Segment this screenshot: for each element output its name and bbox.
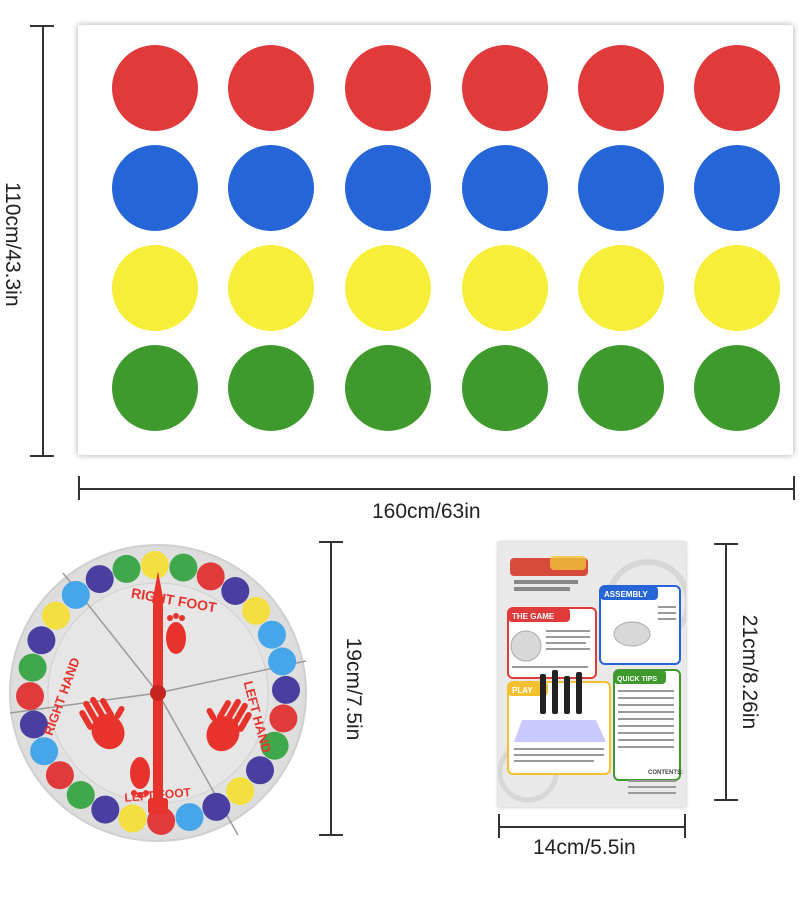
manual-width-line xyxy=(498,826,686,828)
spinner-rim-dot xyxy=(61,580,90,609)
spinner-rim-dot xyxy=(257,620,286,649)
spinner-arrow[interactable] xyxy=(148,571,168,814)
section-contents: CONTENTS: xyxy=(648,770,683,776)
mat-dot xyxy=(578,145,664,231)
mat-dot xyxy=(694,145,780,231)
spinner-rim-dot xyxy=(175,803,204,832)
spinner-rim-dot xyxy=(85,565,114,594)
manual-height-tick-bottom xyxy=(714,799,738,801)
spinner-size-label: 19cm/7.5in xyxy=(342,637,365,741)
mat-dot xyxy=(228,345,314,431)
mat-dot xyxy=(345,345,431,431)
spinner-rim-dot xyxy=(260,731,289,760)
spinner-rim-dot xyxy=(268,647,297,676)
spinner-height-tick-bottom xyxy=(319,834,343,836)
mat-dot xyxy=(462,45,548,131)
spinner-rim-dot xyxy=(19,710,48,739)
spinner-rim-dot xyxy=(66,781,95,809)
right-hand-icon xyxy=(79,696,125,750)
spinner-rim-dot xyxy=(169,553,198,582)
mat-width-line xyxy=(78,488,795,490)
spinner-rim-dot xyxy=(91,795,120,824)
manual-width-tick-left xyxy=(498,814,500,838)
left-foot-icon xyxy=(130,757,150,798)
mat-dot xyxy=(228,45,314,131)
mat-width-tick-right xyxy=(793,476,795,500)
spinner-rim-dot xyxy=(45,761,74,790)
mat-dot xyxy=(578,245,664,331)
mat-height-line xyxy=(42,25,44,457)
game-logo xyxy=(510,556,588,591)
spinner-rim-dot xyxy=(16,682,44,711)
left-hand-icon xyxy=(206,698,252,752)
spinner-rim-dot xyxy=(202,792,231,821)
mat-dot xyxy=(112,245,198,331)
spinner-rim-dot xyxy=(140,551,169,579)
spinner-rim-dot xyxy=(226,777,255,806)
mat-height-label: 110cm/43.3in xyxy=(1,182,24,307)
spinner-board: RIGHT FOOT LEFT HAND RIGHT HAND LEFT FOO… xyxy=(8,543,308,843)
section-quick-tips: QUICK TIPS xyxy=(617,676,657,683)
mat-dot xyxy=(345,145,431,231)
mat-dot xyxy=(228,245,314,331)
manual-height-label: 21cm/8.26in xyxy=(738,614,761,730)
spinner-rim-dot xyxy=(221,577,250,605)
spinner-rim-dot xyxy=(30,737,59,766)
mat-dot xyxy=(462,245,548,331)
spinner-rim-dot xyxy=(242,596,271,625)
mat-dot xyxy=(345,45,431,131)
manual-height-tick-top xyxy=(714,543,738,545)
section-play: PLAY xyxy=(512,686,533,695)
mat-dot xyxy=(112,145,198,231)
spinner-rim-dot xyxy=(42,601,70,630)
manual-height-line xyxy=(725,543,727,801)
instruction-manual: THE GAME ASSEMBLY PLAY QUICK TIPS xyxy=(498,542,686,807)
spinner-graphic: RIGHT FOOT LEFT HAND RIGHT HAND LEFT FOO… xyxy=(9,544,307,842)
manual-width-tick-right xyxy=(684,814,686,838)
right-foot-icon xyxy=(166,613,186,654)
mat-dot xyxy=(112,45,198,131)
mat-width-label: 160cm/63in xyxy=(372,500,481,523)
section-assembly: ASSEMBLY xyxy=(604,590,648,599)
section-game: THE GAME xyxy=(512,612,555,621)
mat-dot xyxy=(694,245,780,331)
spinner-rim-dot xyxy=(246,756,274,785)
mat-dot xyxy=(462,345,548,431)
spinner-height-line xyxy=(330,541,332,836)
mat-dot xyxy=(345,245,431,331)
spinner-rim-dot xyxy=(112,554,141,583)
mat-height-tick-bottom xyxy=(30,455,54,457)
mat-dot xyxy=(228,145,314,231)
spinner-height-tick-top xyxy=(319,541,343,543)
mat-dot xyxy=(578,45,664,131)
spinner-rim-dot xyxy=(196,562,225,591)
mat-dot xyxy=(694,45,780,131)
mat-dot xyxy=(694,345,780,431)
mat-dot xyxy=(112,345,198,431)
spinner-rim-dot xyxy=(18,653,47,682)
spinner-rim-dot xyxy=(272,675,300,704)
mat-height-tick-top xyxy=(30,25,54,27)
manual-graphic: THE GAME ASSEMBLY PLAY QUICK TIPS xyxy=(498,542,686,807)
manual-width-label: 14cm/5.5in xyxy=(533,836,636,859)
mat-width-tick-left xyxy=(78,476,80,500)
play-mat xyxy=(78,25,793,455)
spinner-rim-dot xyxy=(118,804,147,833)
mat-dot xyxy=(462,145,548,231)
mat-dot xyxy=(578,345,664,431)
spinner-rim-dot xyxy=(269,704,298,733)
spinner-rim-dot xyxy=(27,626,56,655)
